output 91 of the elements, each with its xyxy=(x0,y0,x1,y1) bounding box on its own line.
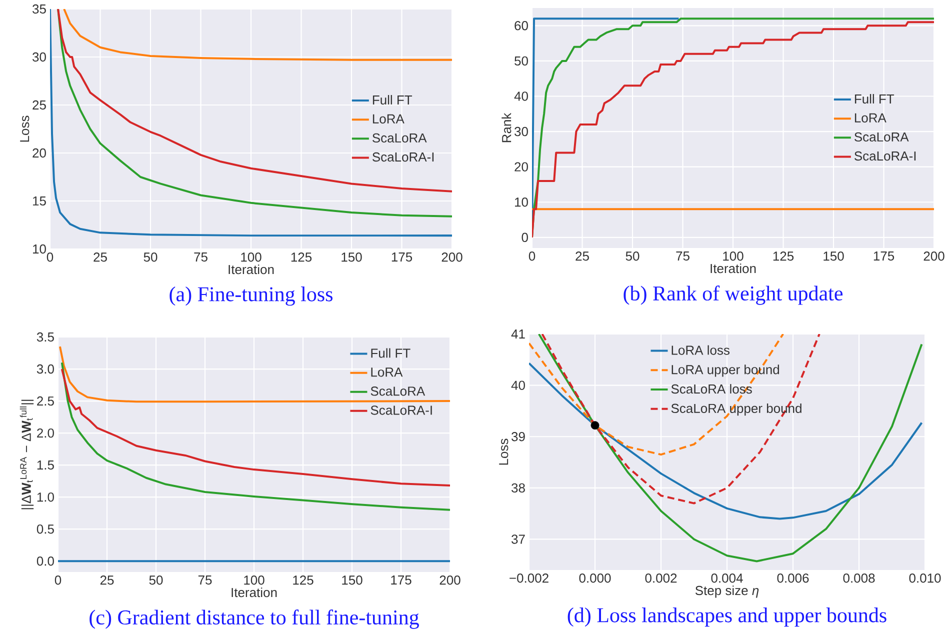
y-tick-label: 30 xyxy=(514,126,528,136)
x-tick-label: 0.000 xyxy=(579,574,611,583)
y-axis-title: Rank xyxy=(502,112,512,142)
x-tick-label: 0.002 xyxy=(645,574,677,583)
x-tick-label: 100 xyxy=(241,252,262,262)
legend-label: ScaLoRA upper bound xyxy=(671,403,802,416)
legend-label: ScaLoRA-I xyxy=(370,406,432,415)
x-tick-label: 0.008 xyxy=(843,574,875,583)
x-tick-label: 175 xyxy=(391,576,412,585)
x-tick-label: 75 xyxy=(198,576,212,585)
x-tick-label: 125 xyxy=(773,252,794,261)
x-tick-label: 175 xyxy=(392,252,412,262)
x-tick-label: 200 xyxy=(442,252,462,262)
line-series xyxy=(58,346,450,403)
y-tick-label: 10 xyxy=(515,198,528,207)
y-tick-label: 25 xyxy=(32,100,46,110)
x-tick-label: 50 xyxy=(626,252,640,261)
y-axis-title: Loss xyxy=(20,116,30,142)
x-tick-label: 150 xyxy=(342,252,362,262)
x-tick-label: 75 xyxy=(194,252,208,262)
y-tick-label: 20 xyxy=(514,162,528,172)
x-tick-label: 25 xyxy=(576,252,589,261)
legend-label: ScaLoRA xyxy=(370,386,426,396)
x-tick-label: 25 xyxy=(94,252,107,262)
y-tick-label: 40 xyxy=(514,92,528,101)
text: (a) Fine-tuning loss xyxy=(170,286,332,306)
x-tick-label: 0 xyxy=(528,252,536,261)
x-tick-label: 175 xyxy=(874,252,894,261)
x-tick-label: 100 xyxy=(723,252,744,261)
legend-label: Full FT xyxy=(854,94,894,104)
y-tick-label: 1.0 xyxy=(37,492,54,502)
y-tick-label: 39 xyxy=(512,432,525,442)
text: (d) Loss landscapes and upper bounds xyxy=(568,608,886,627)
x-tick-label: 0.006 xyxy=(777,574,809,583)
legend-label: ScaLoRA xyxy=(854,132,909,142)
x-tick-label: 125 xyxy=(291,252,312,262)
x-axis-title: Iteration xyxy=(228,264,274,274)
x-tick-label: 50 xyxy=(149,576,163,585)
legend-label: LoRA xyxy=(371,368,403,377)
y-tick-label: 41 xyxy=(511,330,525,338)
y-tick-label: 2.0 xyxy=(37,428,54,438)
y-tick-label: 20 xyxy=(32,148,46,158)
legend-label: ScaLoRA-I xyxy=(372,152,434,162)
line-series xyxy=(63,9,452,61)
text: ||ΔW$_{t}$$^{LoRA}$ − ΔW$_{t}$$^{full}$|| xyxy=(20,400,34,510)
y-tick-label: 0.0 xyxy=(36,556,54,566)
y-tick-label: 60 xyxy=(514,21,528,30)
y-tick-label: 40 xyxy=(511,380,525,390)
y-axis-title: Loss xyxy=(499,438,508,465)
x-tick-label: 50 xyxy=(144,252,158,262)
line-series xyxy=(541,334,820,504)
x-axis-title: Step size η xyxy=(695,586,759,598)
y-tick-label: 0.5 xyxy=(36,524,54,534)
y-tick-label: 3.0 xyxy=(36,364,54,374)
y-tick-label: 38 xyxy=(512,483,525,493)
x-axis-title: Iteration xyxy=(710,264,756,274)
line-series xyxy=(60,368,450,487)
legend-label: LoRA xyxy=(854,113,886,122)
y-tick-label: 35 xyxy=(32,4,46,14)
text: (c) Gradient distance to full fine-tuning xyxy=(90,610,419,629)
legend-label: LoRA loss xyxy=(672,345,730,355)
x-tick-label: 150 xyxy=(824,252,844,261)
x-tick-label: 125 xyxy=(293,576,314,585)
legend-label: Full FT xyxy=(371,348,410,358)
y-tick-label: 30 xyxy=(32,52,46,62)
legend-label: ScaLoRA-I xyxy=(854,151,916,161)
legend-label: Full FT xyxy=(372,95,412,105)
x-tick-label: 0.004 xyxy=(711,574,743,583)
text: (b) Rank of weight update xyxy=(624,286,843,305)
x-tick-label: −0.002 xyxy=(510,574,548,583)
x-tick-label: 200 xyxy=(924,252,944,261)
line-series xyxy=(60,362,450,511)
legend-label: ScaLoRA xyxy=(372,133,427,143)
y-tick-label: 37 xyxy=(512,534,525,544)
legend-label: LoRA xyxy=(372,114,404,124)
y-tick-label: 3.5 xyxy=(36,332,54,342)
y-tick-label: 2.5 xyxy=(37,396,54,406)
y-tick-label: 15 xyxy=(33,196,46,206)
y-tick-label: 1.5 xyxy=(37,460,54,470)
line-series xyxy=(538,334,923,562)
x-tick-label: 75 xyxy=(676,252,690,261)
x-tick-label: 100 xyxy=(244,576,264,585)
y-tick-label: 50 xyxy=(514,56,528,66)
x-tick-label: 200 xyxy=(440,576,460,585)
x-tick-label: 0.010 xyxy=(909,574,941,583)
x-tick-label: 25 xyxy=(100,576,114,585)
x-tick-label: 150 xyxy=(342,576,362,585)
y-tick-label: 0 xyxy=(522,232,528,242)
x-axis-title: Iteration xyxy=(232,588,277,598)
y-tick-label: 10 xyxy=(33,244,46,254)
x-tick-label: 0 xyxy=(54,576,62,585)
